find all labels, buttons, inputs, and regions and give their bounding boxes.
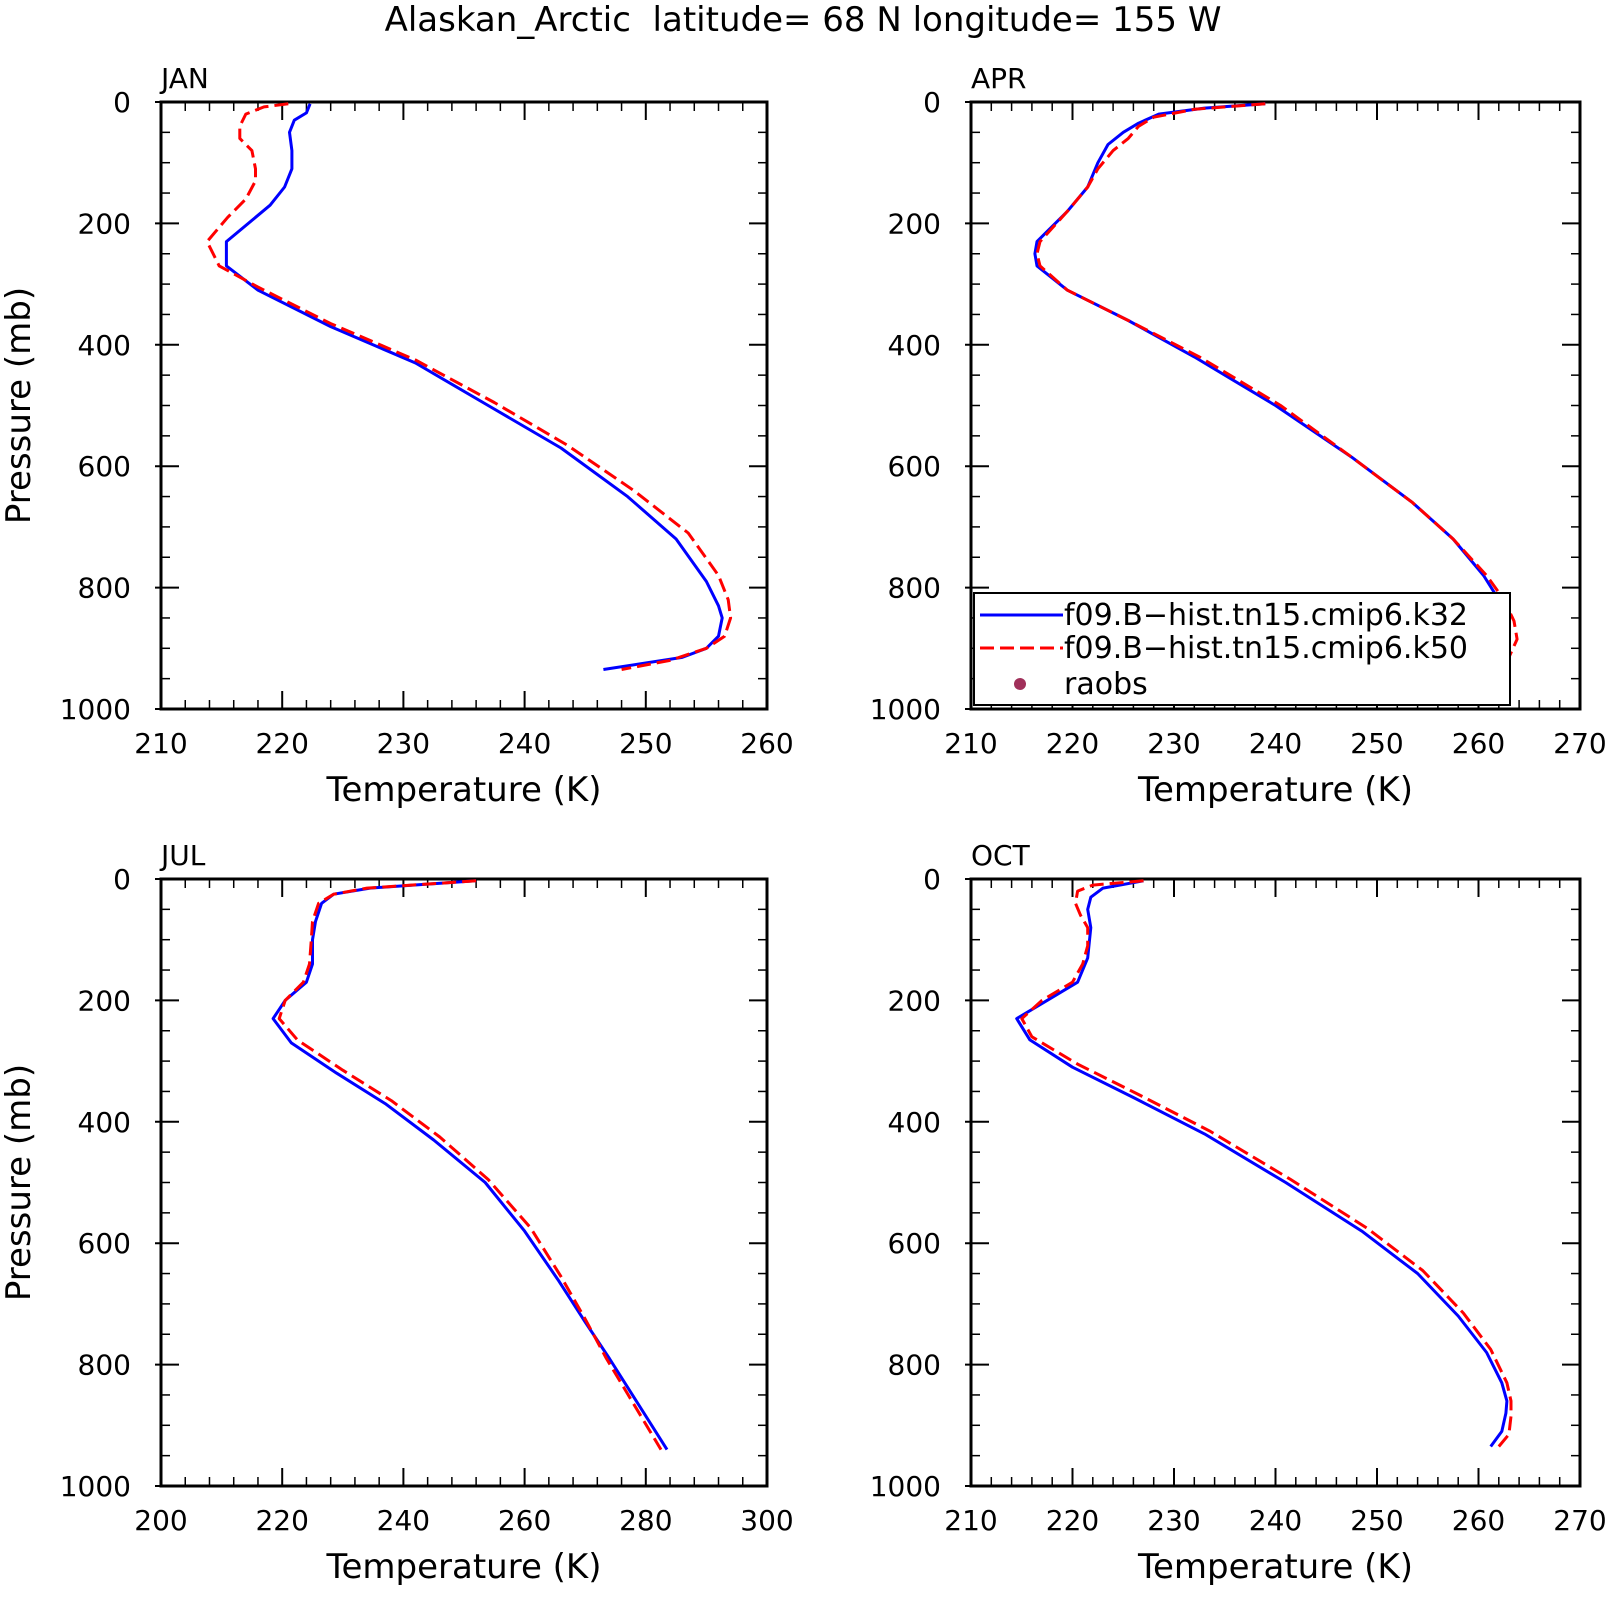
panel-title: OCT: [971, 839, 1031, 872]
y-tick-label: 600: [78, 450, 131, 483]
series-line-k32: [1015, 879, 1509, 1448]
x-tick-label: 270: [1553, 1504, 1606, 1537]
x-tick-label: 220: [255, 727, 308, 760]
panel-title: JUL: [159, 839, 206, 872]
y-tick-label: 0: [923, 86, 941, 119]
y-tick-label: 400: [78, 1106, 131, 1139]
figure-title: Alaskan_Arctic latitude= 68 N longitude=…: [384, 0, 1222, 40]
x-tick-label: 260: [740, 727, 793, 760]
x-tick-label: 240: [1249, 727, 1302, 760]
x-tick-label: 260: [498, 1504, 551, 1537]
y-tick-label: 400: [888, 329, 941, 362]
y-tick-label: 1000: [870, 1470, 941, 1503]
x-axis-label: Temperature (K): [325, 1547, 601, 1587]
legend-label: f09.B−hist.tn15.cmip6.k32: [1064, 598, 1468, 633]
x-tick-label: 230: [377, 727, 430, 760]
x-tick-label: 250: [619, 727, 672, 760]
plot-frame: [969, 877, 1582, 1488]
y-tick-label: 200: [888, 207, 941, 240]
series-line-k50: [205, 102, 733, 671]
panel-title: APR: [971, 62, 1027, 95]
y-tick-label: 600: [888, 450, 941, 483]
y-tick-label: 400: [888, 1106, 941, 1139]
plot-frame: [159, 877, 769, 1488]
x-tick-label: 210: [944, 727, 997, 760]
x-tick-label: 220: [255, 1504, 308, 1537]
y-tick-label: 400: [78, 329, 131, 362]
series-line-k32: [271, 879, 669, 1451]
y-tick-label: 600: [888, 1227, 941, 1260]
y-tick-label: 1000: [60, 1470, 131, 1503]
x-tick-label: 230: [1147, 727, 1200, 760]
x-tick-label: 260: [1452, 727, 1505, 760]
legend: f09.B−hist.tn15.cmip6.k32f09.B−hist.tn15…: [973, 592, 1511, 706]
y-tick-label: 0: [113, 86, 131, 119]
x-axis-label: Temperature (K): [1137, 770, 1413, 810]
x-tick-label: 240: [377, 1504, 430, 1537]
x-axis-label: Temperature (K): [325, 770, 601, 810]
y-tick-label: 1000: [60, 693, 131, 726]
panel-jan: 210 220 230 240 250 260 0 200 400 600 800 1000 JAN Te…: [0, 62, 794, 810]
x-tick-label: 210: [134, 727, 187, 760]
y-tick-label: 600: [78, 1227, 131, 1260]
legend-marker-raobs: [1014, 678, 1026, 690]
x-tick-label: 280: [619, 1504, 672, 1537]
y-axis-label: Pressure (mb): [0, 1064, 39, 1301]
y-tick-label: 200: [888, 984, 941, 1017]
y-tick-label: 800: [888, 572, 941, 605]
panel-apr: 210 220 230 240 250 260 270 0 200 400 600 800 1000 AP…: [870, 62, 1606, 810]
x-axis-label: Temperature (K): [1137, 1547, 1413, 1587]
panel-jul: 200 220 240 260 280 300 0 200 400 600 800 1000 JUL Te…: [0, 839, 794, 1587]
plot-frame: [159, 100, 769, 711]
y-tick-label: 200: [78, 207, 131, 240]
y-tick-label: 800: [78, 572, 131, 605]
y-tick-label: 0: [113, 863, 131, 896]
y-tick-label: 800: [78, 1349, 131, 1382]
x-tick-label: 240: [1249, 1504, 1302, 1537]
x-tick-label: 300: [740, 1504, 793, 1537]
x-tick-label: 250: [1350, 727, 1403, 760]
y-tick-label: 800: [888, 1349, 941, 1382]
x-tick-label: 210: [944, 1504, 997, 1537]
series-line-k32: [1033, 102, 1509, 677]
y-tick-label: 1000: [870, 693, 941, 726]
panel-title: JAN: [159, 62, 209, 95]
panel-oct: 210 220 230 240 250 260 270 0 200 400 600 800 1000 OC…: [870, 839, 1606, 1587]
y-axis-label: Pressure (mb): [0, 287, 39, 524]
y-tick-label: 200: [78, 984, 131, 1017]
x-tick-label: 200: [134, 1504, 187, 1537]
legend-box: [973, 592, 1511, 706]
series-line-k32: [224, 103, 724, 671]
legend-label: f09.B−hist.tn15.cmip6.k50: [1064, 631, 1468, 666]
series-line-k50: [277, 879, 663, 1451]
series-line-k50: [1035, 102, 1519, 674]
x-tick-label: 240: [498, 727, 551, 760]
x-tick-label: 260: [1452, 1504, 1505, 1537]
series-line-k50: [1020, 879, 1513, 1448]
legend-label: raobs: [1064, 667, 1148, 702]
x-tick-label: 220: [1046, 727, 1099, 760]
x-tick-label: 270: [1553, 727, 1606, 760]
x-tick-label: 250: [1350, 1504, 1403, 1537]
x-tick-label: 220: [1046, 1504, 1099, 1537]
y-tick-label: 0: [923, 863, 941, 896]
x-tick-label: 230: [1147, 1504, 1200, 1537]
